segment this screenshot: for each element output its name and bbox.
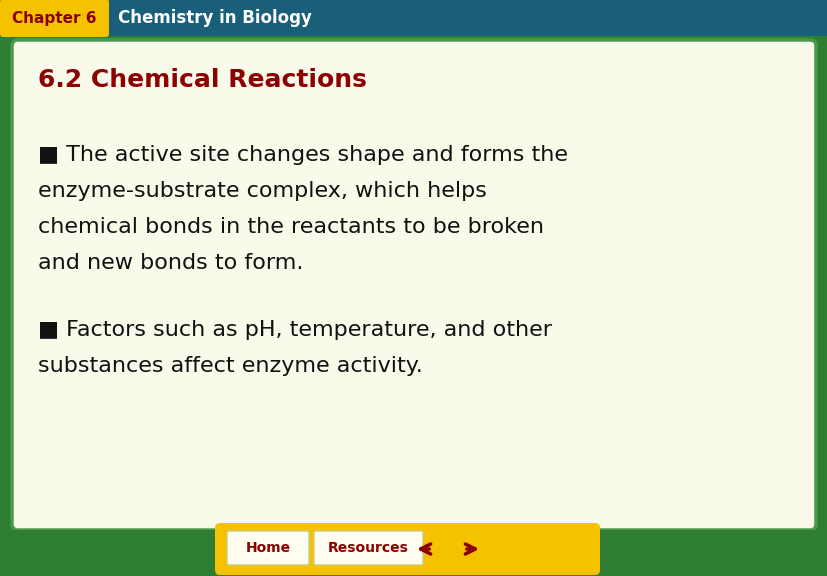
FancyBboxPatch shape xyxy=(227,531,308,565)
Text: enzyme-substrate complex, which helps: enzyme-substrate complex, which helps xyxy=(38,181,486,201)
Text: and new bonds to form.: and new bonds to form. xyxy=(38,253,303,273)
Text: chemical bonds in the reactants to be broken: chemical bonds in the reactants to be br… xyxy=(38,217,543,237)
Text: ■ Factors such as pH, temperature, and other: ■ Factors such as pH, temperature, and o… xyxy=(38,320,552,340)
Text: Chemistry in Biology: Chemistry in Biology xyxy=(118,9,312,27)
Text: substances affect enzyme activity.: substances affect enzyme activity. xyxy=(38,356,423,376)
FancyBboxPatch shape xyxy=(0,530,827,576)
FancyBboxPatch shape xyxy=(0,0,827,36)
Text: ■ The active site changes shape and forms the: ■ The active site changes shape and form… xyxy=(38,145,567,165)
Text: Chapter 6: Chapter 6 xyxy=(12,10,97,25)
Text: 6.2 Chemical Reactions: 6.2 Chemical Reactions xyxy=(38,68,366,92)
FancyBboxPatch shape xyxy=(313,531,423,565)
FancyBboxPatch shape xyxy=(12,40,815,530)
FancyBboxPatch shape xyxy=(215,523,600,575)
Text: Resources: Resources xyxy=(327,541,409,555)
FancyBboxPatch shape xyxy=(0,0,109,37)
Text: Home: Home xyxy=(245,541,290,555)
